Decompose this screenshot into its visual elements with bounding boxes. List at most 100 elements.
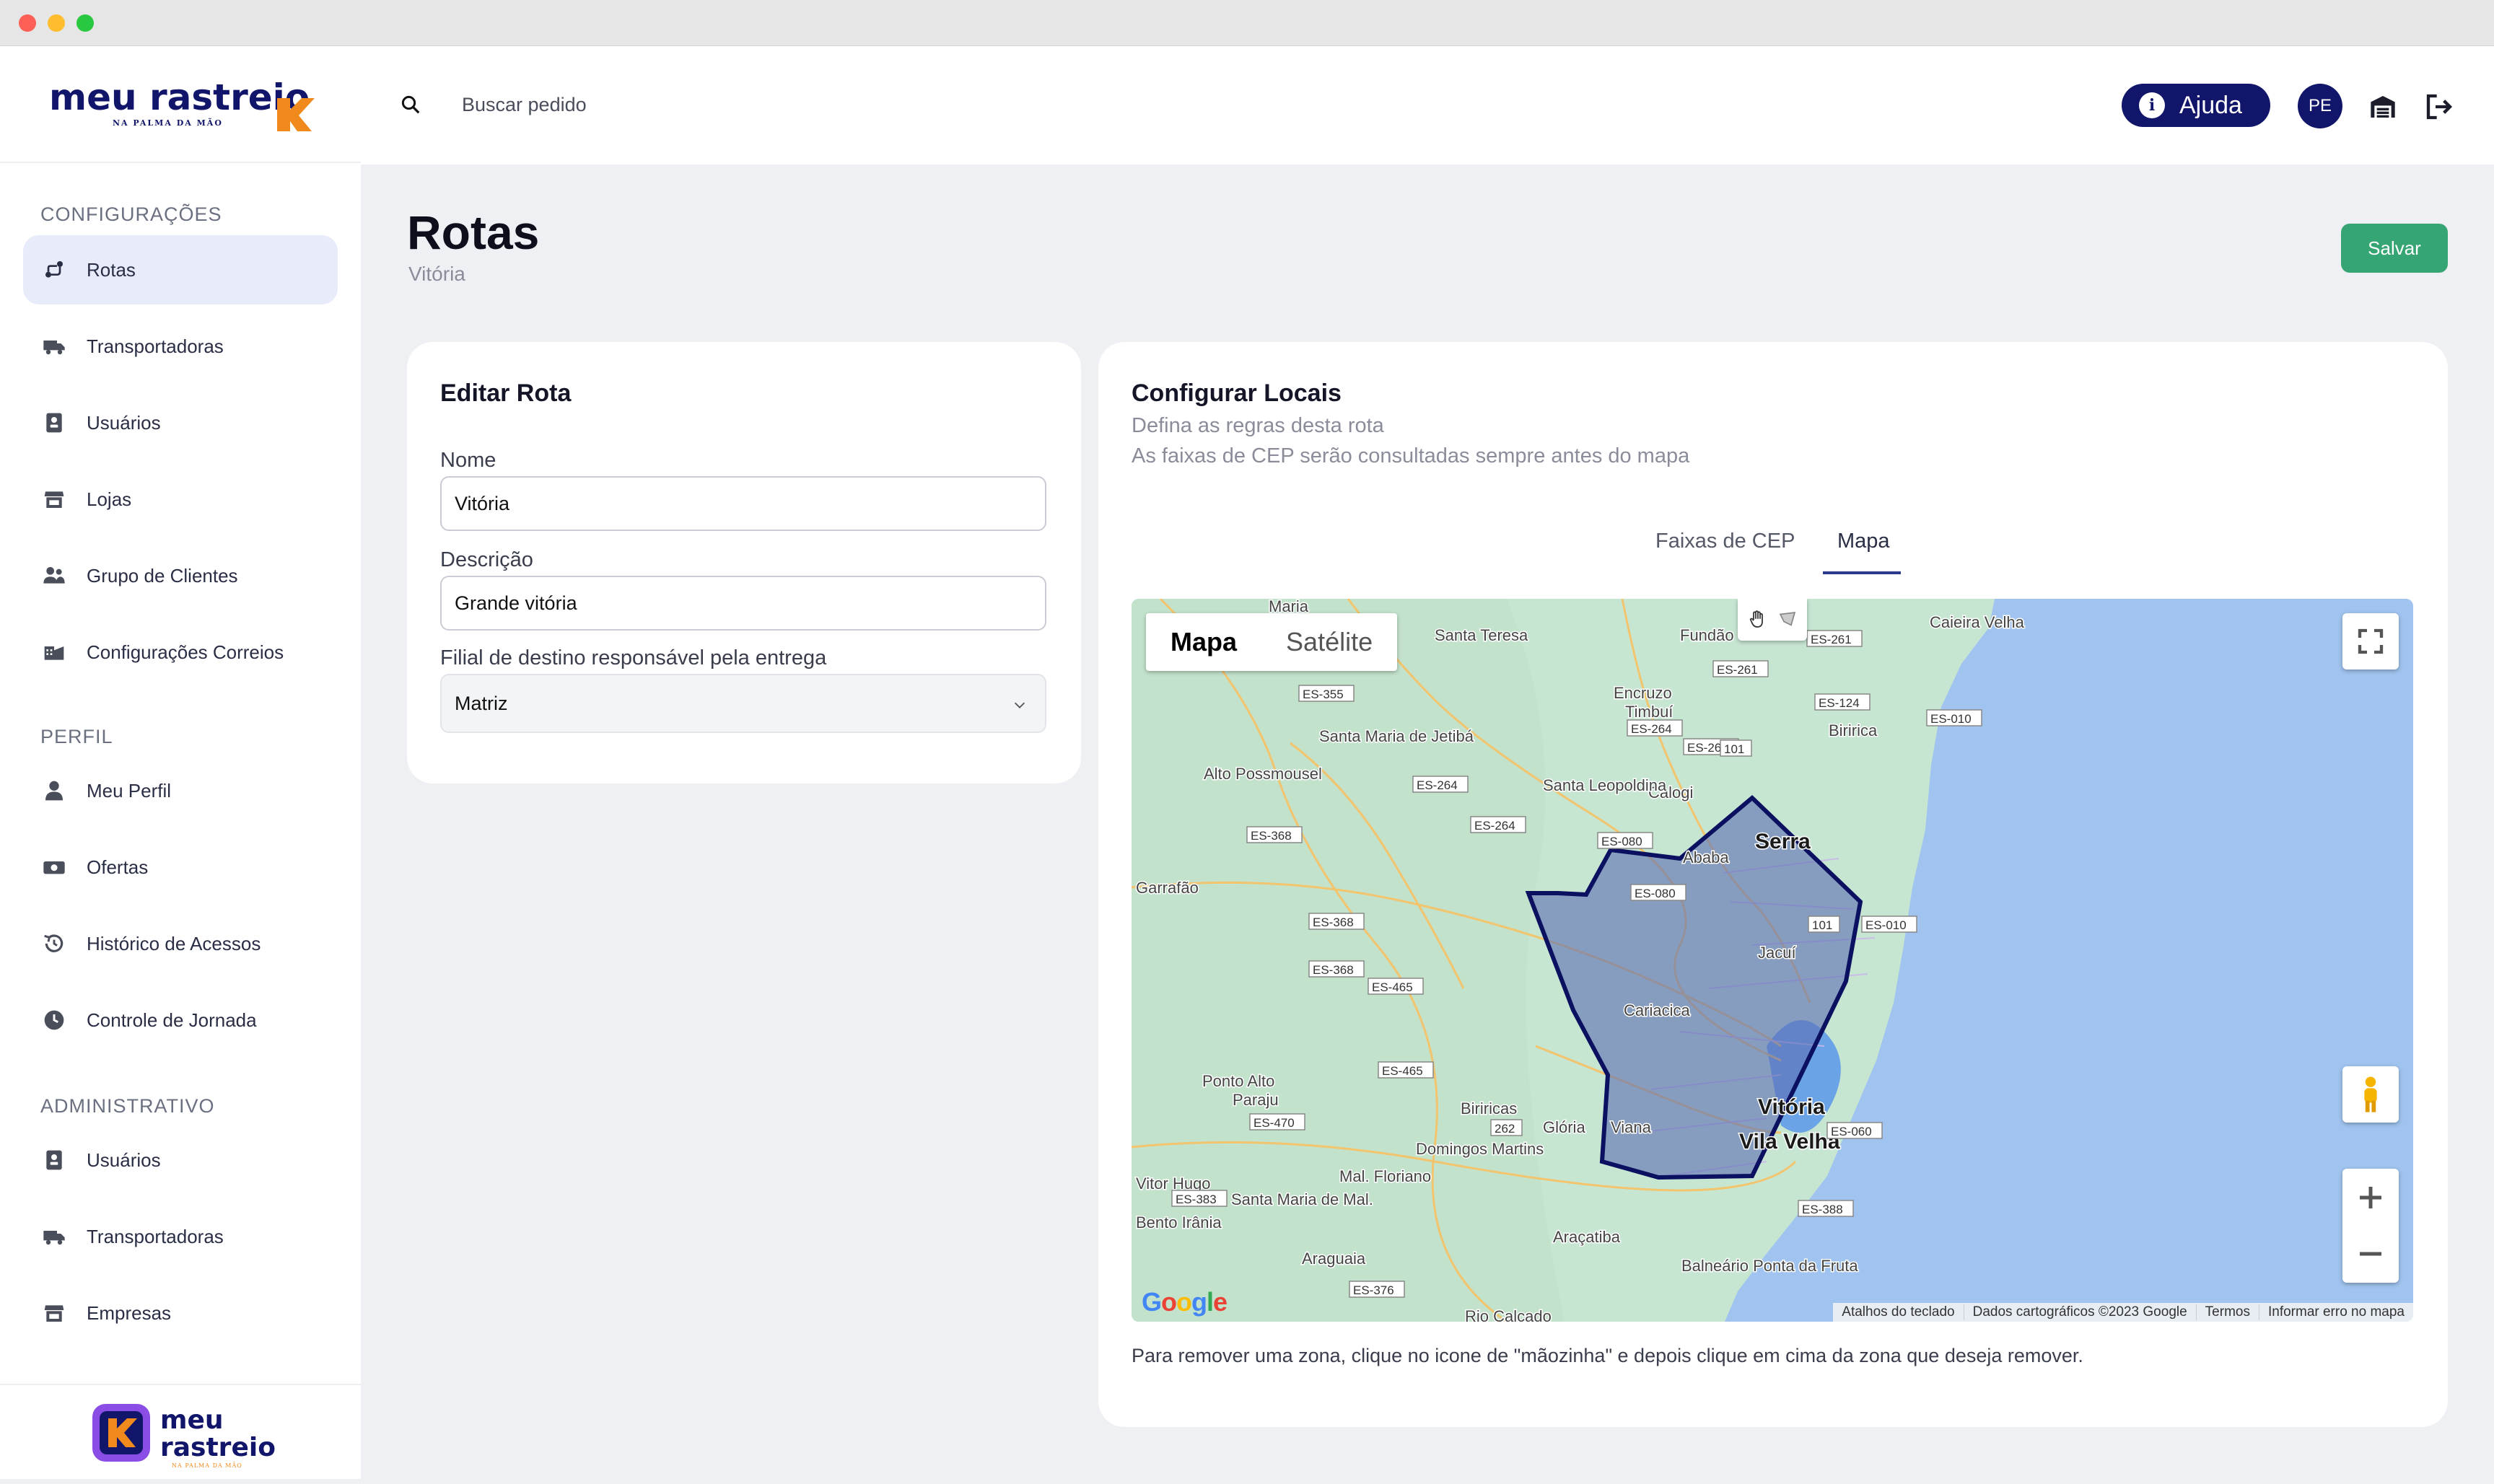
sidebar-item-transportadoras[interactable]: Transportadoras [23,312,338,381]
svg-text:ES-261: ES-261 [1717,663,1758,677]
sidebar-item-label: Rotas [87,258,136,281]
map-place-label: Mal. Floriano [1339,1167,1431,1185]
map-type-satelite[interactable]: Satélite [1286,627,1373,657]
sidebar-item-meu-perfil[interactable]: Meu Perfil [23,756,338,825]
tab-mapa-underline [1823,571,1901,574]
section-administrativo: ADMINISTRATIVO [40,1095,215,1117]
road-shield: ES-261 [1806,630,1863,647]
page-subtitle: Vitória [408,263,465,285]
users-group-icon [42,563,66,588]
map-type-toggle[interactable]: Mapa Satélite [1146,613,1398,671]
store-icon [42,487,66,512]
map-place-label: Domingos Martins [1416,1140,1544,1158]
map-place-label: Rio Calcado [1465,1307,1552,1322]
road-shield: ES-080 [1597,832,1653,849]
search-input[interactable]: Buscar pedido [462,94,587,115]
fullscreen-button[interactable] [2342,613,2399,669]
svg-text:ES-376: ES-376 [1353,1283,1394,1297]
road-shield: ES-368 [1246,826,1303,843]
sidebar-item-grupo-de-clientes[interactable]: Grupo de Clientes [23,541,338,610]
svg-text:ES-470: ES-470 [1253,1116,1295,1130]
remove-zone-instruction: Para remover uma zona, clique no icone d… [1132,1345,2083,1366]
svg-text:ES-060: ES-060 [1831,1125,1872,1138]
help-button[interactable]: i Ajuda [2122,84,2270,127]
branch-label: Filial de destino responsável pela entre… [440,646,827,669]
svg-text:ES-465: ES-465 [1372,980,1413,994]
road-shield: ES-010 [1861,916,1917,933]
road-shield: ES-368 [1308,913,1365,930]
tab-mapa[interactable]: Mapa [1837,530,1890,553]
map-place-label: Biriricas [1461,1099,1517,1118]
svg-text:ES-124: ES-124 [1819,696,1860,710]
name-field[interactable]: Vitória [440,476,1046,531]
svg-text:ES-368: ES-368 [1251,829,1292,843]
svg-text:101: 101 [1724,742,1744,756]
svg-text:ES-388: ES-388 [1802,1203,1843,1216]
map-place-label: Balneário Ponta da Fruta [1681,1257,1858,1275]
map-place-label: Santa Maria de Mal. [1231,1190,1373,1208]
sidebar-item-rotas[interactable]: Rotas [23,235,338,304]
sidebar-item-transportadoras[interactable]: Transportadoras [23,1202,338,1271]
polygon-draw-icon[interactable] [1777,609,1798,631]
bottom-logo: meu rastreio NA PALMA DA MÃO [0,1384,361,1479]
sidebar-item-historico-de-acessos[interactable]: Histórico de Acessos [23,909,338,978]
close-window-icon[interactable] [19,14,36,32]
zoom-out-icon[interactable] [2356,1239,2385,1268]
svg-text:meu rastreio: meu rastreio [49,76,310,118]
map-place-label: Santa Maria de Jetibá [1319,727,1474,745]
sidebar-item-configuracoes-correios[interactable]: Configurações Correios [23,618,338,687]
search-icon[interactable] [400,94,421,115]
svg-text:ES-010: ES-010 [1930,712,1972,726]
tab-faixas-de-cep[interactable]: Faixas de CEP [1655,530,1795,553]
map-type-mapa[interactable]: Mapa [1171,627,1238,657]
sidebar-item-controle-de-jornada[interactable]: Controle de Jornada [23,985,338,1055]
map-place-label: Araçatiba [1553,1228,1621,1246]
truck-icon [42,1224,66,1249]
sidebar-item-label: Usuários [87,1149,161,1171]
sidebar-item-label: Transportadoras [87,1225,224,1247]
road-shield: ES-261 [1712,660,1769,677]
svg-text:ES-383: ES-383 [1176,1193,1217,1206]
hand-icon[interactable] [1746,609,1768,631]
map-place-label: Glória [1543,1118,1585,1136]
save-button[interactable]: Salvar [2341,224,2448,273]
keyboard-shortcuts-link[interactable]: Atalhos do teclado [1842,1304,1955,1320]
map-attribution: Atalhos do teclado Dados cartográficos ©… [1833,1303,2413,1322]
sidebar-item-label: Transportadoras [87,335,224,357]
drawing-tools[interactable] [1738,599,1807,641]
road-shield: ES-465 [1368,978,1424,995]
map-place-label: Encruzo [1614,684,1672,702]
sidebar-item-usuarios[interactable]: Usuários [23,388,338,457]
minimize-window-icon[interactable] [48,14,65,32]
svg-text:ES-368: ES-368 [1313,963,1354,977]
store-icon [42,1301,66,1325]
report-error-link[interactable]: Informar erro no mapa [2258,1304,2413,1320]
sidebar-item-ofertas[interactable]: Ofertas [23,833,338,902]
sidebar-item-empresas[interactable]: Empresas [23,1278,338,1348]
sidebar-item-lojas[interactable]: Lojas [23,465,338,534]
svg-text:ES-264: ES-264 [1474,819,1515,833]
route-icon [42,258,66,282]
clock-icon [42,1008,66,1032]
road-shield: ES-060 [1826,1122,1883,1139]
map-place-label: Ponto Alto [1202,1072,1274,1090]
map[interactable]: Maria Santa Teresa Fundão Caieira Velha Encr… [1132,599,2413,1322]
terms-link[interactable]: Termos [2195,1304,2259,1320]
sidebar-item-usuarios[interactable]: Usuários [23,1125,338,1195]
description-field[interactable]: Grande vitória [440,576,1046,631]
logo[interactable]: meu rastreio NA PALMA DA MÃO [0,46,361,163]
svg-text:ES-368: ES-368 [1313,916,1354,929]
branch-select[interactable]: Matriz [440,674,1046,733]
avatar[interactable]: PE [2298,84,2342,128]
name-label: Nome [440,449,496,472]
map-place-label: Fundão [1680,626,1734,644]
zoom-controls[interactable] [2342,1169,2399,1283]
street-view-button[interactable] [2342,1066,2399,1123]
zoom-in-icon[interactable] [2356,1183,2385,1212]
maximize-window-icon[interactable] [76,14,94,32]
warehouse-icon[interactable] [2368,92,2397,121]
sidebar-item-label: Grupo de Clientes [87,564,238,587]
logout-icon[interactable] [2425,92,2454,121]
user-badge-icon [42,1148,66,1172]
